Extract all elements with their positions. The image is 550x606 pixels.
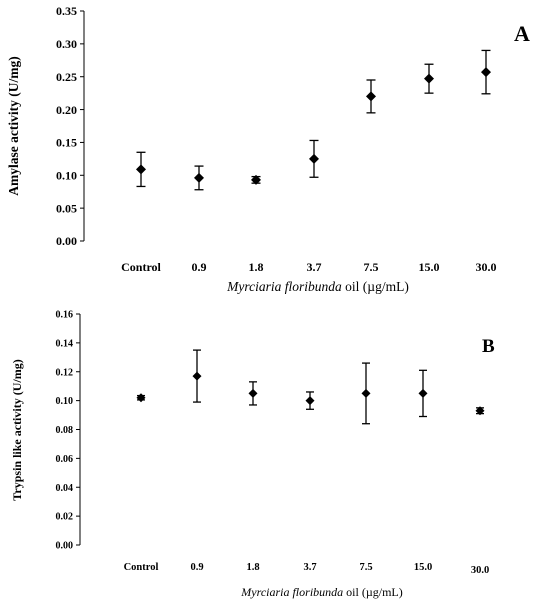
y-axis-label-a: Amylase activity (U/mg) — [6, 56, 21, 195]
y-tick-label-a-3: 0.15 — [56, 136, 77, 150]
diamond-marker-a-3 — [309, 153, 319, 164]
diamond-marker-b-2 — [248, 388, 258, 398]
data-point-a-6 — [481, 49, 491, 95]
y-tick-label-b-5: 0.10 — [56, 396, 74, 407]
data-point-a-4 — [366, 79, 376, 114]
chart-panel-a: 0.00 0.05 0.10 0.15 0.20 0.25 0.30 0.35 Control… — [6, 4, 530, 294]
y-tick-label-b-0: 0.00 — [56, 541, 74, 552]
x-tick-label-b-2: 1.8 — [246, 562, 259, 573]
y-tick-label-a-1: 0.05 — [56, 201, 77, 215]
x-tick-label-a-4: 7.5 — [364, 260, 379, 274]
x-tick-label-b-6: 30.0 — [471, 565, 489, 576]
y-tick-label-a-2: 0.10 — [56, 168, 77, 182]
y-tick-label-a-5: 0.25 — [56, 70, 77, 84]
x-axis-label-a-rest: oil (µg/mL) — [342, 279, 409, 294]
diamond-marker-a-1 — [194, 172, 204, 183]
diamond-marker-b-5 — [418, 388, 428, 398]
data-point-a-1 — [194, 165, 204, 191]
data-point-b-1 — [192, 349, 202, 403]
diamond-marker-b-0 — [136, 393, 146, 403]
y-tick-label-a-4: 0.20 — [56, 103, 77, 117]
diamond-marker-b-6 — [475, 406, 485, 416]
data-point-a-5 — [424, 63, 434, 94]
diamond-marker-a-6 — [481, 67, 491, 78]
data-point-b-0 — [136, 393, 146, 403]
data-point-a-2 — [251, 174, 261, 185]
data-point-a-0 — [136, 151, 146, 188]
data-point-b-2 — [248, 381, 258, 406]
x-tick-label-b-0: Control — [124, 562, 159, 573]
diamond-marker-a-5 — [424, 73, 434, 84]
x-axis-label-a-italic: Myrciaria floribunda — [226, 279, 342, 294]
y-tick-label-b-1: 0.02 — [56, 512, 74, 523]
panel-label-a: A — [514, 21, 530, 46]
x-tick-label-b-1: 0.9 — [190, 562, 203, 573]
y-ticks-a: 0.00 0.05 0.10 0.15 0.20 0.25 0.30 0.35 — [56, 4, 84, 248]
x-tick-label-b-5: 15.0 — [414, 562, 432, 573]
x-tick-labels-b: Control 0.9 1.8 3.7 7.5 15.0 30.0 — [124, 562, 490, 576]
y-tick-label-b-3: 0.06 — [56, 454, 74, 465]
x-tick-label-a-6: 30.0 — [476, 260, 497, 274]
x-tick-label-a-5: 15.0 — [419, 260, 440, 274]
y-tick-label-b-2: 0.04 — [56, 483, 74, 494]
diamond-marker-b-3 — [305, 396, 315, 406]
data-points-b — [136, 349, 485, 425]
chart-panel-b: 0.00 0.02 0.04 0.06 0.08 0.10 0.12 0.14 0.16 Con… — [10, 310, 495, 600]
x-tick-label-a-0: Control — [121, 260, 161, 274]
data-point-b-3 — [305, 391, 315, 410]
y-tick-label-a-7: 0.35 — [56, 4, 77, 18]
x-tick-label-a-1: 0.9 — [192, 260, 207, 274]
diamond-marker-a-4 — [366, 91, 376, 102]
y-ticks-b: 0.00 0.02 0.04 0.06 0.08 0.10 0.12 0.14 0.16 — [56, 310, 80, 552]
data-point-b-6 — [475, 406, 485, 416]
data-point-a-3 — [309, 139, 319, 178]
x-tick-label-a-3: 3.7 — [307, 260, 322, 274]
y-tick-label-a-0: 0.00 — [56, 234, 77, 248]
x-tick-label-b-3: 3.7 — [303, 562, 316, 573]
y-tick-label-b-4: 0.08 — [56, 425, 74, 436]
x-axis-label-b-italic: Myrciaria floribunda — [240, 585, 343, 599]
x-tick-labels-a: Control 0.9 1.8 3.7 7.5 15.0 30.0 — [121, 260, 496, 274]
y-tick-label-a-6: 0.30 — [56, 37, 77, 51]
data-point-b-4 — [361, 362, 371, 425]
x-axis-label-b: Myrciaria floribunda oil (µg/mL) — [240, 585, 402, 599]
diamond-marker-a-2 — [251, 174, 261, 185]
diamond-marker-a-0 — [136, 164, 146, 175]
x-axis-label-a: Myrciaria floribunda oil (µg/mL) — [226, 279, 409, 294]
y-tick-label-b-6: 0.12 — [56, 367, 74, 378]
diamond-marker-b-1 — [192, 371, 202, 381]
diamond-marker-b-4 — [361, 388, 371, 398]
x-tick-label-b-4: 7.5 — [359, 562, 372, 573]
y-tick-label-b-8: 0.16 — [56, 310, 74, 321]
y-tick-label-b-7: 0.14 — [56, 338, 74, 349]
panel-label-b: B — [482, 336, 495, 357]
x-tick-label-a-2: 1.8 — [249, 260, 264, 274]
data-point-b-5 — [418, 369, 428, 418]
y-axis-label-b: Trypsin like activity (U/mg) — [10, 359, 24, 500]
x-axis-label-b-rest: oil (µg/mL) — [343, 585, 403, 599]
data-points-a — [136, 49, 491, 191]
